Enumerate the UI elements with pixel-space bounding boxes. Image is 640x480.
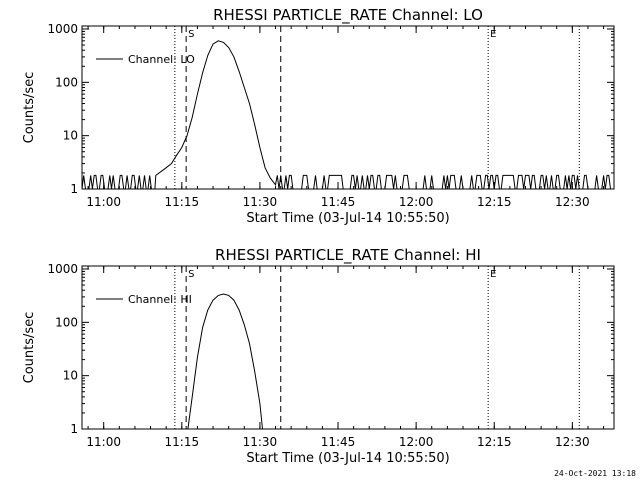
y-axis-label: Counts/sec (22, 312, 37, 384)
x-tick-label: 11:15 (165, 195, 200, 209)
x-tick-label: 11:30 (243, 195, 278, 209)
x-tick-label: 12:00 (399, 435, 434, 449)
x-tick-label: 11:00 (86, 435, 121, 449)
chart-panel-1: RHESSI PARTICLE_RATE Channel: LO 11:00 11:… (22, 6, 615, 226)
x-tick-label: 11:15 (165, 435, 200, 449)
x-tick-label: 12:00 (399, 195, 434, 209)
x-tick-label: 11:30 (243, 435, 278, 449)
x-tick-label: 12:15 (477, 435, 512, 449)
plot-frame (81, 25, 615, 190)
y-tick-label: 10 (63, 369, 78, 383)
x-tick-label: 12:30 (555, 195, 590, 209)
y-tick-label: 1 (70, 422, 78, 436)
event-marker-label: E (490, 29, 496, 40)
chart-panel-2: RHESSI PARTICLE_RATE Channel: HI 11:00 11:… (22, 246, 615, 466)
date-stamp: 24-Oct-2021 13:18 (554, 469, 636, 478)
x-tick-label: 12:15 (477, 195, 512, 209)
x-axis-label: Start Time (03-Jul-14 10:55:50) (246, 451, 449, 466)
y-tick-label: 1000 (47, 22, 78, 36)
y-tick-label: 1000 (47, 262, 78, 276)
x-tick-label: 11:45 (321, 195, 356, 209)
event-marker-label: S (188, 269, 194, 280)
y-tick-label: 100 (55, 75, 78, 89)
legend-label: Channel: HI (128, 293, 192, 306)
x-tick-label: 11:00 (86, 195, 121, 209)
y-axis-label: Counts/sec (22, 72, 37, 144)
x-tick-label: 12:30 (555, 435, 590, 449)
series-line (81, 40, 614, 190)
x-axis-label: Start Time (03-Jul-14 10:55:50) (246, 211, 449, 226)
chart-title: RHESSI PARTICLE_RATE Channel: LO (213, 6, 483, 25)
series-line (187, 293, 263, 430)
event-marker-label: E (490, 269, 496, 280)
y-tick-label: 1 (70, 182, 78, 196)
chart-title: RHESSI PARTICLE_RATE Channel: HI (215, 246, 481, 265)
legend-label: Channel: LO (128, 53, 195, 66)
event-marker-label: S (188, 29, 194, 40)
y-tick-label: 100 (55, 315, 78, 329)
plot-frame (81, 265, 615, 430)
y-tick-label: 10 (63, 129, 78, 143)
x-tick-label: 11:45 (321, 435, 356, 449)
